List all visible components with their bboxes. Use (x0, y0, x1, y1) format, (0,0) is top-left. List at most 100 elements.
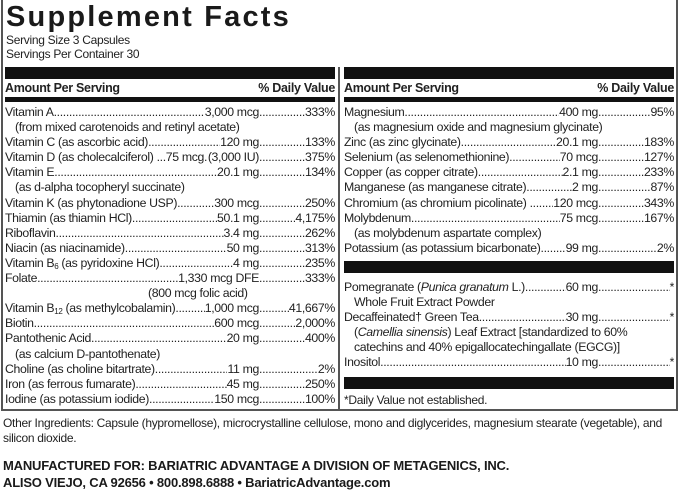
name-text: Riboflavin (5, 225, 56, 240)
divider-bar (344, 260, 674, 273)
dot-leader (598, 211, 644, 226)
nutrient-name: Vitamin B6 (as pyridoxine HCl) (5, 256, 160, 271)
daily-value-cell: 2,000% (259, 316, 335, 331)
dot-leader (149, 392, 214, 407)
name-text: Vitamin K (as phytonadione USP) (5, 195, 178, 210)
column-divider (338, 67, 340, 411)
dot-leader (259, 392, 305, 407)
amount: 60 mg (565, 279, 598, 294)
nutrient-name: Biotin (5, 316, 34, 331)
nutrient-row: Vitamin K (as phytonadione USP) 300 mcg 25… (5, 196, 335, 211)
daily-value-cell: 87% (598, 180, 674, 195)
daily-value: 333% (304, 271, 335, 286)
panel-title: Supplement Facts (6, 1, 291, 33)
nutrient-row: Riboflavin 3.4 mg 262% (5, 226, 335, 241)
dot-leader (135, 377, 226, 392)
name-text: Vitamin B (5, 301, 55, 316)
daily-value-cell: 313% (259, 241, 335, 256)
dot-leader (539, 196, 553, 211)
name-text: Pantothenic Acid (5, 331, 92, 346)
nutrient-name-amount: Folate 1,330 mcg DFE (5, 271, 259, 286)
dot-leader (598, 241, 657, 256)
daily-value-cell: 333% (259, 271, 335, 286)
daily-value: 4,175% (295, 210, 335, 225)
name-text: Folate (5, 271, 38, 286)
name-text: Iodine (as potassium iodide) (5, 391, 149, 406)
amount: 1,000 mcg (204, 301, 259, 316)
dot-leader (550, 241, 566, 256)
name-text: Iron (as ferrous fumarate) (5, 376, 136, 391)
nutrient-row: Selenium (as selenomethionine) 70 mcg 127% (344, 150, 674, 165)
column-header: Amount Per Serving % Daily Value (344, 79, 674, 97)
nutrient-name-amount: Selenium (as selenomethionine) 70 mcg (344, 150, 598, 165)
subscript: 12 (54, 307, 63, 317)
name-text: Magnesium (344, 105, 405, 119)
dot-leader (509, 150, 560, 165)
nutrient-row: Choline (as choline bitartrate) 11 mg 2% (5, 362, 335, 377)
nutrient-name-amount: Thiamin (as thiamin HCl) 50.1 mg (5, 211, 259, 226)
daily-value-cell: 133% (259, 135, 335, 150)
nutrient-name-amount: Copper (as copper citrate) 2.1 mg (344, 165, 598, 180)
amount: (3,000 IU) (207, 150, 259, 165)
daily-value-cell: 127% (598, 150, 674, 165)
dot-leader (56, 226, 224, 241)
other-ingredients: Other Ingredients: Capsule (hypromellose… (3, 416, 662, 445)
daily-value-cell: 95% (598, 105, 674, 120)
name-text: Manganese (as manganese citrate) (344, 180, 527, 195)
latin-name: Punica granatum (420, 279, 509, 294)
dot-leader (54, 105, 205, 120)
divider-bar (344, 67, 674, 79)
amount: 3.4 mg (223, 225, 260, 240)
daily-value-cell: * (598, 355, 674, 370)
nutrient-name: Pomegranate (Punica granatum L.) (344, 280, 525, 295)
dot-leader (598, 135, 644, 150)
dot-leader (259, 271, 305, 286)
subscript: 6 (54, 261, 59, 271)
dot-leader (411, 211, 560, 226)
dot-leader (259, 331, 305, 346)
name-text: Molybdenum (344, 210, 411, 225)
nutrient-name: Iron (as ferrous fumarate) (5, 376, 136, 392)
daily-value: 87% (650, 180, 674, 195)
daily-value-cell: 235% (259, 256, 335, 271)
name-text: Niacin (as niacinamide) (5, 240, 125, 255)
nutrient-name-amount: Niacin (as niacinamide) 50 mg (5, 241, 259, 256)
dot-leader (177, 196, 214, 211)
amount: 120 mg (220, 135, 259, 150)
dot-leader (37, 271, 178, 286)
daily-value: 183% (643, 135, 674, 150)
nutrient-name: Molybdenum (344, 211, 411, 226)
nutrient-name: Riboflavin (5, 226, 56, 241)
daily-value-cell: 2% (259, 362, 335, 377)
name-text: Inositol (344, 355, 381, 370)
manufacturer-info: MANUFACTURED FOR: BARIATRIC ADVANTAGE A … (3, 457, 509, 491)
divider-bar (344, 376, 674, 389)
nutrient-name-amount: Zinc (as zinc glycinate) 20.1 mg (344, 135, 598, 150)
nutrient-source: (as magnesium oxide and magnesium glycin… (354, 120, 603, 135)
dot-leader (259, 362, 318, 377)
daily-value: 2% (317, 361, 335, 376)
nutrient-source: catechins and 40% epigallocatechingallat… (354, 340, 620, 355)
nutrient-name-amount: Inositol 10 mg (344, 355, 598, 370)
dot-leader (259, 241, 305, 256)
name-text: Copper (as copper citrate) (344, 165, 478, 180)
daily-value-cell: 233% (598, 165, 674, 180)
nutrient-source: (as calcium D-pantothenate) (15, 346, 161, 361)
nutrient-name-amount: Magnesium 400 mg (344, 105, 598, 120)
dot-leader (259, 105, 305, 120)
dot-leader (598, 150, 644, 165)
amount: 30 mg (565, 310, 598, 325)
nutrient-name: Vitamin K (as phytonadione USP) (5, 196, 177, 211)
nutrient-name: Vitamin C (as ascorbic acid) (5, 135, 148, 150)
dot-leader (598, 180, 650, 195)
daily-value: 235% (304, 255, 335, 270)
name-text: Vitamin A (5, 105, 54, 119)
nutrient-name: Choline (as choline bitartrate) (5, 362, 155, 377)
daily-value-cell: 2% (598, 241, 674, 256)
nutrient-name: Zinc (as zinc glycinate) (344, 135, 461, 150)
divider-line (5, 97, 335, 102)
amount: 75 mcg (559, 210, 598, 225)
nutrient-row: Inositol 10 mg * (344, 355, 674, 370)
nutrient-name: Chromium (as chromium picolinate) ... (344, 196, 539, 211)
nutrient-row: Vitamin A 3,000 mcg 333% (5, 105, 335, 120)
